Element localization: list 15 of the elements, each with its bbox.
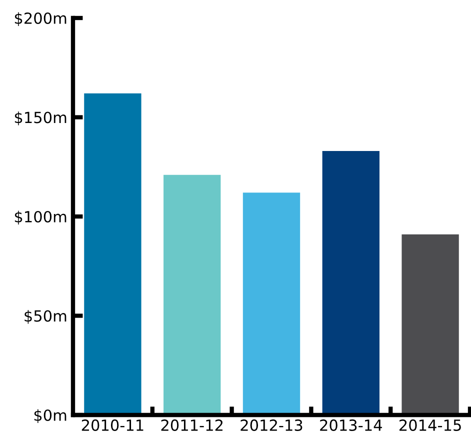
x-tick-label: 2012-13: [240, 419, 302, 431]
y-tick-label: $150m: [14, 111, 66, 126]
bar: [322, 150, 380, 415]
x-tick-label: 2014-15: [400, 419, 461, 431]
bar: [84, 93, 142, 415]
bar: [402, 234, 459, 415]
x-tick-label: 2010-11: [82, 419, 144, 431]
x-tick-label: 2013-14: [320, 419, 382, 431]
y-tick-label: $200m: [14, 12, 66, 26]
y-tick-label: $0m: [34, 409, 66, 424]
y-tick-label: $50m: [24, 310, 66, 324]
y-tick-label: $100m: [14, 210, 66, 225]
bar: [242, 192, 300, 415]
x-tick-label: 2011-12: [161, 419, 222, 431]
bar: [164, 174, 221, 415]
